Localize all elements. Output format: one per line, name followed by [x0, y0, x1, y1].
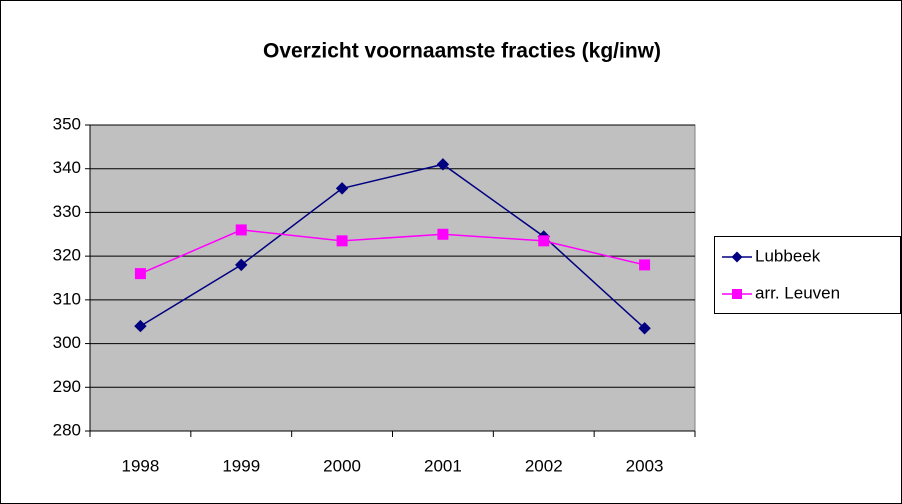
legend-marker [732, 289, 742, 299]
point [335, 182, 349, 195]
series-line [140, 163, 646, 329]
x-tick-label: 2000 [323, 456, 361, 475]
y-tick-label: 300 [53, 333, 81, 352]
x-tick-label: 1998 [122, 456, 160, 475]
point [336, 235, 348, 247]
point [437, 228, 449, 240]
series-line [140, 229, 645, 275]
x-tick-label: 2002 [525, 456, 563, 475]
legend-label: Lubbeek [755, 246, 821, 265]
x-tick-label: 2001 [424, 456, 462, 475]
plot-area [89, 124, 696, 432]
x-tick-label: 2003 [626, 456, 664, 475]
point [235, 258, 248, 272]
legend-marker [731, 251, 743, 263]
y-tick-label: 330 [53, 202, 81, 221]
y-tick-label: 320 [53, 246, 81, 265]
point [638, 322, 651, 335]
point [639, 259, 651, 271]
y-tick-label: 290 [53, 377, 81, 396]
y-tick-label: 350 [53, 114, 81, 133]
chart-title: Overzicht voornaamste fracties (kg/inw) [263, 40, 661, 63]
x-tick-label: 1999 [222, 456, 260, 475]
legend-box [714, 236, 901, 314]
point [538, 235, 550, 247]
y-tick-label: 310 [53, 289, 81, 308]
point [235, 224, 247, 236]
y-tick-label: 340 [53, 158, 81, 177]
legend-label: arr. Leuven [755, 283, 840, 302]
y-tick-label: 280 [53, 420, 81, 439]
point [134, 319, 147, 333]
point [436, 158, 450, 171]
point [134, 268, 146, 280]
